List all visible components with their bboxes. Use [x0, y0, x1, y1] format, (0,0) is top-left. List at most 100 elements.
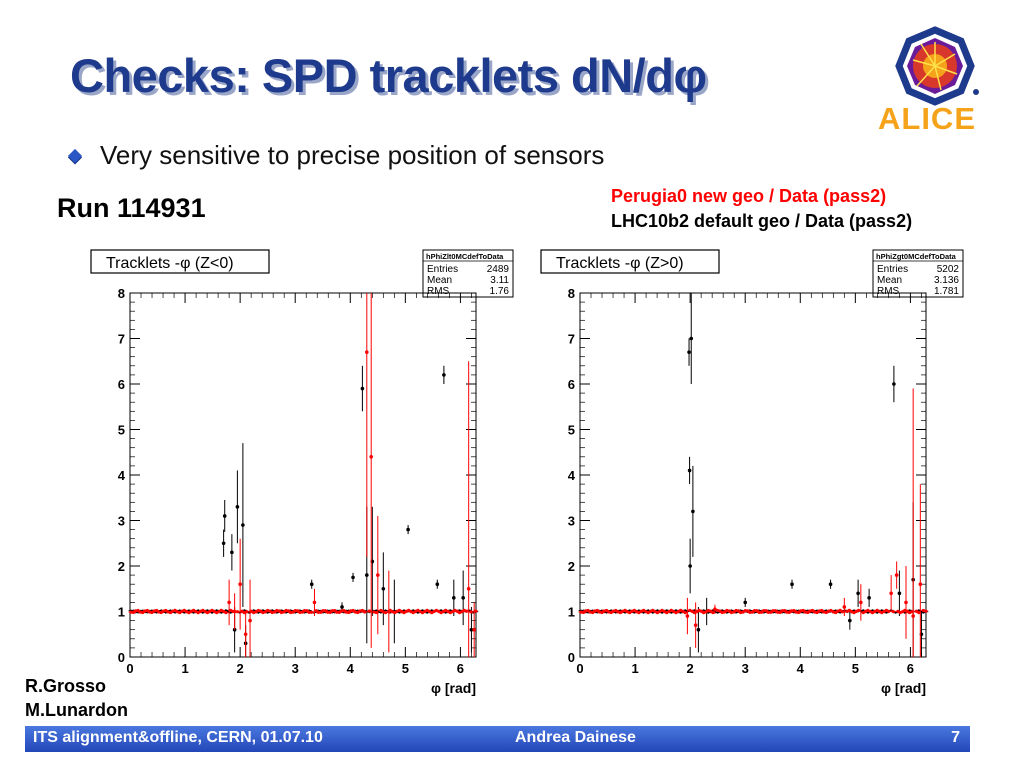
data-marker [300, 610, 304, 614]
data-point [222, 514, 227, 518]
x-axis-label: φ [rad] [881, 680, 926, 696]
data-marker [136, 608, 140, 613]
stats-value: 5202 [937, 264, 960, 275]
data-marker [924, 609, 928, 613]
data-marker [628, 611, 632, 615]
data-marker [824, 610, 828, 615]
data-marker [885, 611, 888, 614]
y-tick-label: 5 [118, 423, 125, 438]
data-marker [305, 609, 309, 613]
data-marker [600, 610, 604, 615]
footer-left: ITS alignment&offline, CERN, 01.07.10 [33, 729, 323, 746]
y-tick-label: 5 [568, 423, 575, 438]
data-marker [614, 608, 618, 613]
plot-frame [579, 292, 927, 658]
data-marker [769, 610, 773, 614]
data-marker [838, 608, 842, 613]
x-tick-label: 2 [237, 661, 244, 676]
data-marker [632, 608, 636, 612]
data-point [687, 468, 692, 473]
data-marker [829, 608, 833, 613]
chart-panel-right: Tracklets -φ (Z>0) hPhiZgt0MCdefToData Ent… [540, 249, 964, 696]
data-point [369, 455, 374, 459]
stats-value: 3.11 [490, 275, 509, 286]
data-marker [259, 609, 263, 613]
data-marker [351, 608, 355, 613]
data-point [743, 600, 748, 605]
data-marker [268, 609, 272, 613]
data-marker [778, 610, 782, 614]
data-point [381, 586, 386, 591]
data-marker [820, 608, 824, 613]
page-number: 7 [951, 729, 960, 746]
data-marker [876, 611, 879, 614]
y-tick-label: 3 [118, 514, 125, 529]
data-marker [595, 608, 599, 613]
logo-text: ALICE [878, 101, 976, 136]
data-point [828, 582, 833, 586]
data-marker [282, 610, 286, 614]
y-tick-label: 8 [568, 286, 575, 301]
data-marker [277, 609, 281, 613]
y-tick-label: 7 [568, 332, 575, 347]
data-marker [464, 609, 469, 613]
data-marker [591, 610, 595, 615]
x-axis-label: φ [rad] [431, 680, 476, 696]
data-point [227, 600, 231, 605]
data-marker [254, 610, 258, 614]
chart-title: Tracklets -φ (Z<0) [106, 255, 234, 272]
y-tick-label: 3 [568, 514, 575, 529]
legend-red: Perugia0 new geo / Data (pass2) [611, 186, 887, 206]
y-tick-label: 1 [118, 605, 125, 620]
data-marker [455, 609, 459, 613]
data-point [452, 596, 456, 600]
data-point [340, 605, 344, 609]
data-point [472, 627, 476, 632]
data-marker [469, 610, 473, 614]
data-marker [356, 610, 360, 615]
data-point [894, 573, 899, 577]
data-marker [374, 610, 378, 615]
data-marker [314, 609, 318, 613]
slide-title: Checks: SPD tracklets dN/dφ [70, 49, 707, 102]
data-point [856, 591, 860, 596]
data-marker [363, 610, 367, 614]
data-marker [309, 610, 314, 614]
x-tick-label: 3 [292, 661, 299, 676]
data-point [892, 382, 896, 386]
data-marker [319, 610, 323, 614]
data-marker [732, 610, 736, 614]
data-point [364, 573, 369, 577]
data-marker [910, 610, 914, 614]
stats-label: Mean [877, 275, 902, 286]
data-marker [430, 609, 433, 612]
data-marker [857, 608, 861, 612]
data-marker [173, 608, 177, 613]
data-marker [815, 610, 819, 615]
bullet-text: Very sensitive to precise position of se… [100, 140, 605, 170]
data-marker [439, 609, 443, 612]
stats-label: Entries [427, 264, 458, 275]
series-1 [578, 388, 929, 657]
data-point [351, 575, 355, 580]
data-point [312, 600, 317, 605]
data-marker [783, 609, 787, 613]
x-tick-label: 6 [457, 661, 464, 676]
data-marker [914, 609, 919, 613]
data-point [688, 564, 692, 568]
data-marker [660, 611, 664, 614]
author-2: M.Lunardon [25, 700, 128, 720]
chart-title-box [540, 249, 720, 274]
alice-logo-icon [895, 26, 979, 106]
data-marker [383, 610, 388, 615]
y-tick-label: 6 [118, 377, 125, 392]
data-marker [683, 611, 687, 615]
y-tick-label: 4 [118, 468, 126, 483]
y-tick-label: 4 [568, 468, 576, 483]
plot-frame [129, 292, 477, 658]
stats-label: Mean [427, 275, 452, 286]
data-marker [178, 611, 182, 615]
data-marker [360, 608, 364, 613]
data-point [364, 350, 369, 354]
y-tick-label: 1 [568, 605, 575, 620]
